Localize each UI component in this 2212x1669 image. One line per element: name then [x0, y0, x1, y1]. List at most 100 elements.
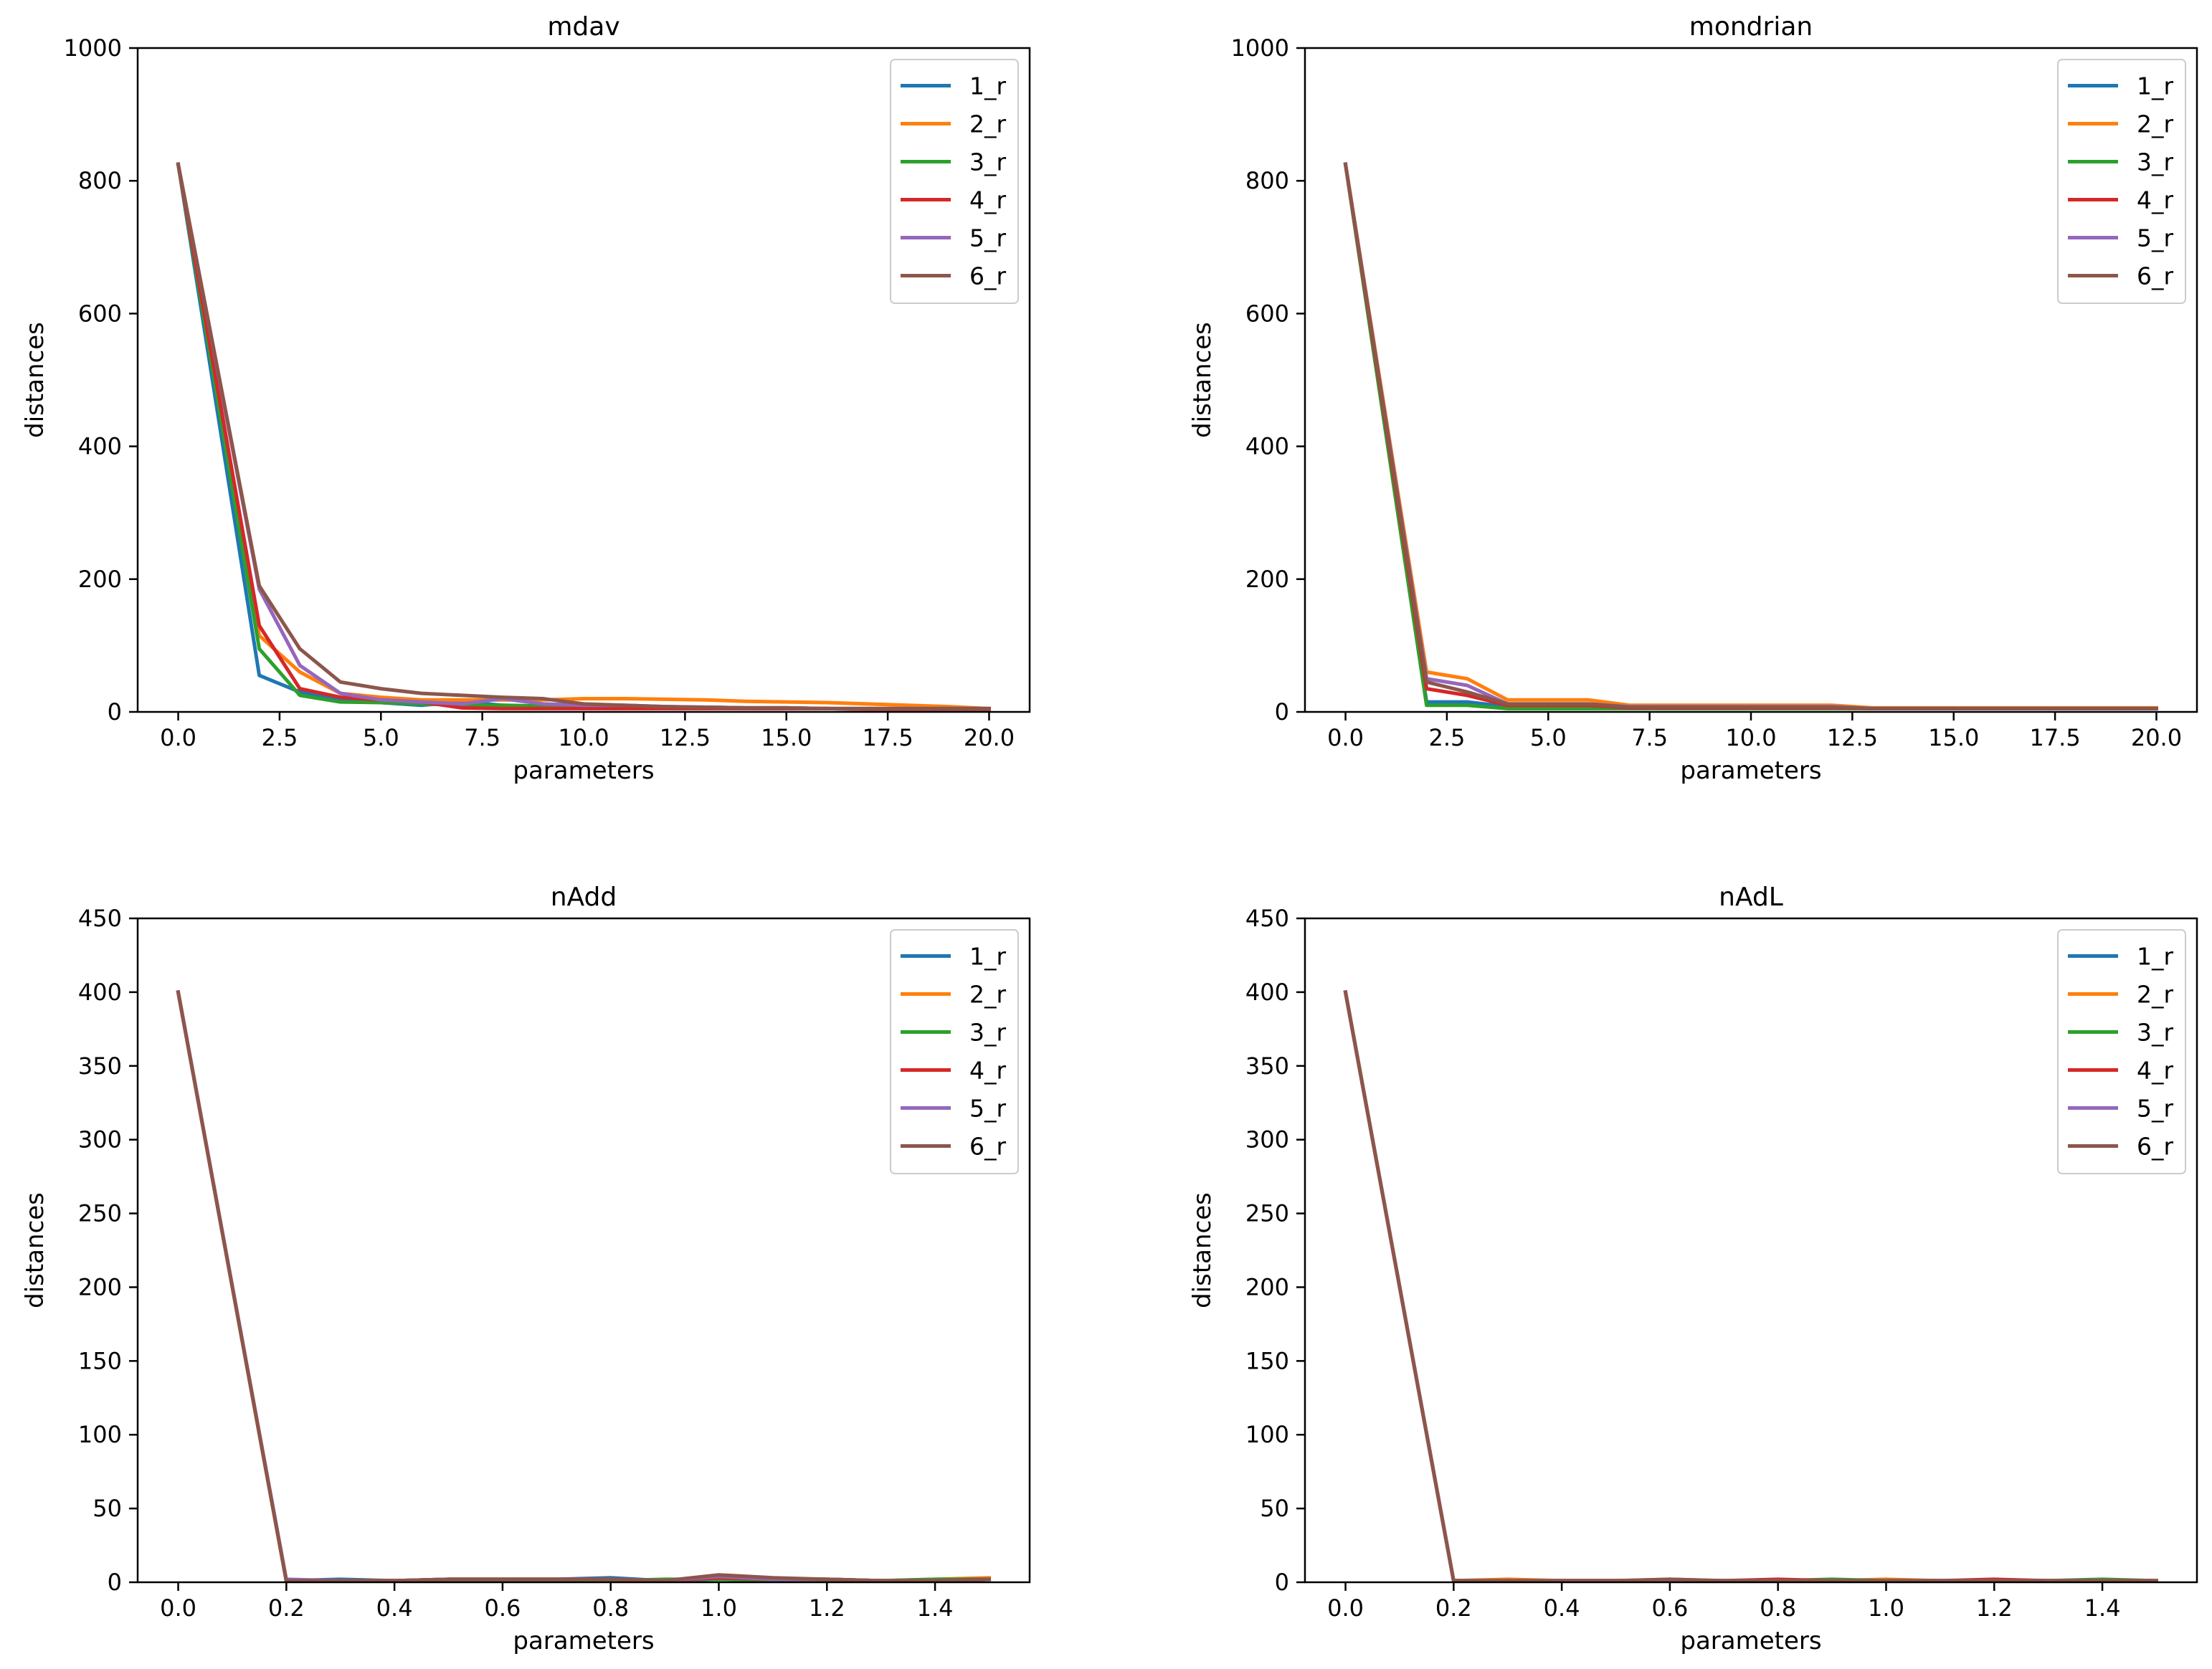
- y-tick-label: 250: [1245, 1200, 1289, 1227]
- series-line-2_r: [1343, 162, 2158, 710]
- plot-frame: [1304, 917, 2198, 1584]
- x-tick-label: 10.0: [1725, 724, 1776, 751]
- x-tick-label: 0.8: [592, 1594, 629, 1622]
- x-tick-label: 2.5: [1428, 724, 1465, 751]
- series-line-5_r: [176, 989, 992, 1583]
- y-tick-label: 400: [1245, 433, 1289, 460]
- series-line-5_r: [1343, 989, 2158, 1583]
- legend-label-3_r: 3_r: [969, 148, 1006, 176]
- x-tick-label: 1.4: [917, 1594, 954, 1622]
- series-line-2_r: [176, 989, 992, 1583]
- chart-panel-nAdL: nAdL 0.0 0.2 0.4 0.6 0.8 1.0 1.2 1.4 0 50 100 150 200…: [1188, 883, 2198, 1655]
- legend: 1_r 2_r 3_r 4_r 5_r 6_r: [890, 59, 1019, 304]
- y-axis-label: distances: [1188, 1192, 1217, 1308]
- x-tick-label: 0.0: [160, 724, 196, 751]
- x-tick-label: 0.0: [160, 1594, 196, 1622]
- chart-panel-nAdd: nAdd 0.0 0.2 0.4 0.6 0.8 1.0 1.2 1.4 0 50 100 150 200…: [21, 883, 1031, 1655]
- x-tick-label: 0.0: [1327, 724, 1364, 751]
- legend-label-1_r: 1_r: [969, 943, 1006, 971]
- legend: 1_r 2_r 3_r 4_r 5_r 6_r: [2057, 929, 2186, 1174]
- y-tick-label: 450: [1245, 905, 1289, 932]
- x-tick-label: 0.2: [1435, 1594, 1472, 1622]
- legend-label-4_r: 4_r: [2137, 1057, 2173, 1085]
- series-line-6_r: [176, 162, 991, 710]
- y-tick-label: 100: [78, 1421, 122, 1448]
- x-axis-label: parameters: [513, 756, 654, 785]
- x-tick-label: 1.0: [1868, 1594, 1904, 1622]
- chart-panel-mondrian: mondrian 0.0 2.5 5.0 7.5 10.0 12.5 15.0 17.5 20.0…: [1188, 12, 2198, 785]
- y-tick-label: 400: [78, 979, 122, 1006]
- series-group: [176, 989, 992, 1583]
- legend: 1_r 2_r 3_r 4_r 5_r 6_r: [2057, 59, 2186, 304]
- series-line-3_r: [1343, 162, 2158, 710]
- x-tick-label: 1.2: [1976, 1594, 2013, 1622]
- series-line-4_r: [176, 989, 992, 1583]
- series-line-4_r: [1343, 989, 2158, 1583]
- x-tick-label: 0.4: [376, 1594, 413, 1622]
- series-line-4_r: [1343, 162, 2158, 710]
- series-line-1_r: [176, 989, 992, 1583]
- x-tick-label: 17.5: [862, 724, 913, 751]
- y-tick-label: 450: [78, 905, 122, 932]
- x-tick-label: 15.0: [1928, 724, 1979, 751]
- legend-label-1_r: 1_r: [969, 72, 1006, 100]
- series-line-2_r: [1343, 989, 2158, 1583]
- legend-label-4_r: 4_r: [969, 186, 1006, 214]
- series-line-3_r: [176, 989, 991, 1583]
- y-tick-label: 50: [92, 1495, 122, 1522]
- y-tick-label: 0: [1275, 1569, 1289, 1596]
- x-tick-label: 0.6: [1651, 1594, 1688, 1622]
- series-line-1_r: [1343, 162, 2158, 710]
- x-tick-label: 12.5: [660, 724, 711, 751]
- legend-label-6_r: 6_r: [2137, 262, 2173, 290]
- x-tick-label: 0.6: [484, 1594, 521, 1622]
- legend-box: [2057, 59, 2186, 304]
- chart-title: nAdL: [1719, 883, 1783, 912]
- series-group: [1343, 989, 2159, 1583]
- legend: 1_r 2_r 3_r 4_r 5_r 6_r: [890, 929, 1019, 1174]
- series-line-2_r: [176, 162, 992, 711]
- y-tick-label: 1000: [64, 34, 122, 62]
- series-line-4_r: [176, 162, 991, 711]
- y-tick-label: 200: [78, 1273, 122, 1301]
- y-tick-label: 600: [78, 300, 122, 327]
- x-axis-label: parameters: [513, 1627, 654, 1655]
- legend-label-3_r: 3_r: [2137, 1019, 2173, 1047]
- y-tick-label: 300: [78, 1126, 122, 1154]
- y-tick-label: 50: [1260, 1495, 1289, 1522]
- x-tick-label: 20.0: [2131, 724, 2182, 751]
- series-group: [176, 162, 992, 711]
- legend-label-4_r: 4_r: [969, 1057, 1006, 1085]
- series-line-3_r: [176, 162, 991, 710]
- y-tick-label: 800: [1245, 167, 1289, 194]
- x-tick-label: 1.4: [2084, 1594, 2121, 1622]
- x-tick-label: 2.5: [261, 724, 298, 751]
- series-line-1_r: [1343, 989, 2158, 1583]
- legend-label-2_r: 2_r: [2137, 981, 2173, 1009]
- legend-box: [890, 59, 1019, 304]
- y-tick-label: 100: [1245, 1421, 1289, 1448]
- x-tick-label: 1.0: [701, 1594, 737, 1622]
- legend-label-5_r: 5_r: [2137, 224, 2173, 252]
- legend-label-5_r: 5_r: [969, 224, 1006, 252]
- legend-label-2_r: 2_r: [969, 110, 1006, 138]
- y-tick-label: 350: [78, 1052, 122, 1080]
- y-tick-label: 150: [78, 1347, 122, 1374]
- x-tick-label: 12.5: [1827, 724, 1878, 751]
- x-tick-label: 5.0: [363, 724, 399, 751]
- x-tick-label: 0.0: [1327, 1594, 1364, 1622]
- chart-panel-mdav: mdav 0.0 2.5 5.0 7.5 10.0 12.5 15.0 17.5 20.0 0 200…: [21, 12, 1031, 785]
- y-tick-label: 300: [1245, 1126, 1289, 1154]
- x-tick-label: 20.0: [964, 724, 1015, 751]
- chart-title: mondrian: [1689, 12, 1813, 42]
- chart-title: nAdd: [551, 883, 617, 912]
- legend-label-3_r: 3_r: [2137, 148, 2173, 176]
- x-tick-label: 7.5: [464, 724, 500, 751]
- x-tick-label: 17.5: [2029, 724, 2080, 751]
- series-line-3_r: [1343, 989, 2159, 1583]
- x-tick-label: 15.0: [761, 724, 812, 751]
- legend-label-3_r: 3_r: [969, 1019, 1006, 1047]
- x-tick-label: 0.4: [1544, 1594, 1580, 1622]
- y-tick-label: 400: [78, 433, 122, 460]
